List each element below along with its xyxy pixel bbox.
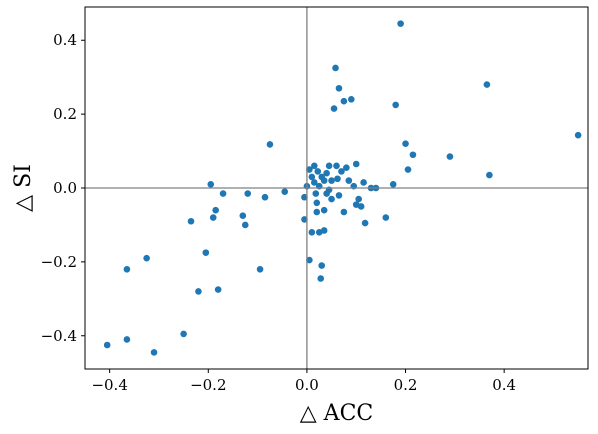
scatter-point: [187, 217, 195, 225]
scatter-point: [355, 195, 362, 203]
x-tick-label: 0.4: [492, 376, 516, 394]
scatter-point: [446, 153, 454, 160]
scatter-point: [392, 101, 399, 109]
scatter-point: [306, 166, 313, 173]
scatter-point: [318, 262, 326, 269]
x-tick-label: 0.2: [394, 376, 418, 394]
y-tick-label: 0.2: [53, 105, 77, 123]
scatter-point: [320, 177, 328, 184]
axis-ticks: −0.4 −0.2 0.0 0.2 0.4 −0.4 −0.2 0.0 0.2 0.4: [41, 31, 517, 394]
scatter-point: [382, 214, 390, 221]
scatter-point: [312, 190, 320, 197]
scatter-point: [335, 192, 343, 199]
scatter-points: [103, 20, 582, 356]
scatter-point: [409, 151, 417, 159]
scatter-point: [345, 177, 353, 184]
scatter-point: [340, 208, 348, 216]
scatter-point: [361, 219, 369, 227]
scatter-point: [333, 162, 340, 170]
scatter-point: [357, 203, 365, 210]
scatter-point: [308, 229, 316, 236]
scatter-point: [219, 190, 227, 197]
scatter-point: [325, 162, 333, 170]
scatter-point: [103, 341, 111, 349]
scatter-point: [332, 64, 339, 72]
scatter-point: [397, 20, 404, 27]
scatter-point: [301, 216, 308, 223]
scatter-point: [330, 105, 338, 112]
y-tick-label: −0.4: [41, 327, 77, 345]
x-tick-label: −0.4: [91, 376, 127, 394]
scatter-point: [266, 141, 274, 148]
scatter-point: [314, 168, 322, 175]
scatter-point: [214, 286, 222, 293]
scatter-point: [404, 166, 412, 173]
scatter-point: [256, 265, 264, 273]
scatter-point: [323, 169, 330, 177]
scatter-point: [195, 288, 202, 295]
y-tick-label: 0.0: [53, 179, 77, 197]
scatter-point: [308, 173, 316, 181]
scatter-point: [347, 96, 355, 103]
scatter-point: [360, 179, 367, 186]
reference-lines: [85, 7, 588, 369]
x-tick-label: −0.2: [190, 376, 226, 394]
scatter-point: [334, 175, 341, 183]
scatter-point: [311, 179, 318, 186]
y-tick-label: −0.2: [41, 253, 77, 271]
scatter-point: [311, 162, 318, 170]
scatter-point: [328, 195, 335, 203]
scatter-point: [313, 199, 321, 207]
scatter-point: [352, 160, 360, 168]
scatter-point: [483, 81, 491, 88]
scatter-point: [343, 164, 350, 171]
scatter-point: [328, 177, 335, 184]
scatter-point: [320, 227, 328, 234]
scatter-point: [301, 193, 308, 201]
scatter-point: [239, 212, 247, 220]
y-axis-label: △ SI: [11, 164, 36, 212]
scatter-point: [281, 188, 289, 195]
scatter-point: [180, 330, 187, 338]
scatter-point: [150, 349, 158, 356]
scatter-point: [338, 168, 345, 175]
scatter-point: [143, 254, 150, 262]
scatter-point: [486, 171, 493, 179]
scatter-point: [317, 275, 325, 282]
scatter-point: [241, 221, 249, 229]
scatter-point: [306, 256, 313, 264]
y-tick-label: 0.4: [53, 31, 77, 49]
scatter-point: [320, 206, 328, 214]
scatter-point: [207, 181, 215, 188]
scatter-point: [574, 131, 582, 139]
scatter-point: [212, 206, 219, 214]
x-axis-label: △ ACC: [300, 401, 373, 426]
scatter-point: [389, 181, 397, 188]
scatter-point: [261, 193, 269, 201]
scatter-point: [123, 336, 131, 343]
scatter-point: [402, 140, 409, 147]
x-tick-label: 0.0: [295, 376, 319, 394]
scatter-point: [335, 84, 343, 92]
scatter-point: [209, 214, 217, 221]
scatter-point: [123, 265, 131, 273]
scatter-point: [340, 97, 348, 105]
scatter-point: [202, 249, 210, 256]
scatter-point: [244, 190, 252, 197]
scatter-point: [313, 208, 321, 216]
